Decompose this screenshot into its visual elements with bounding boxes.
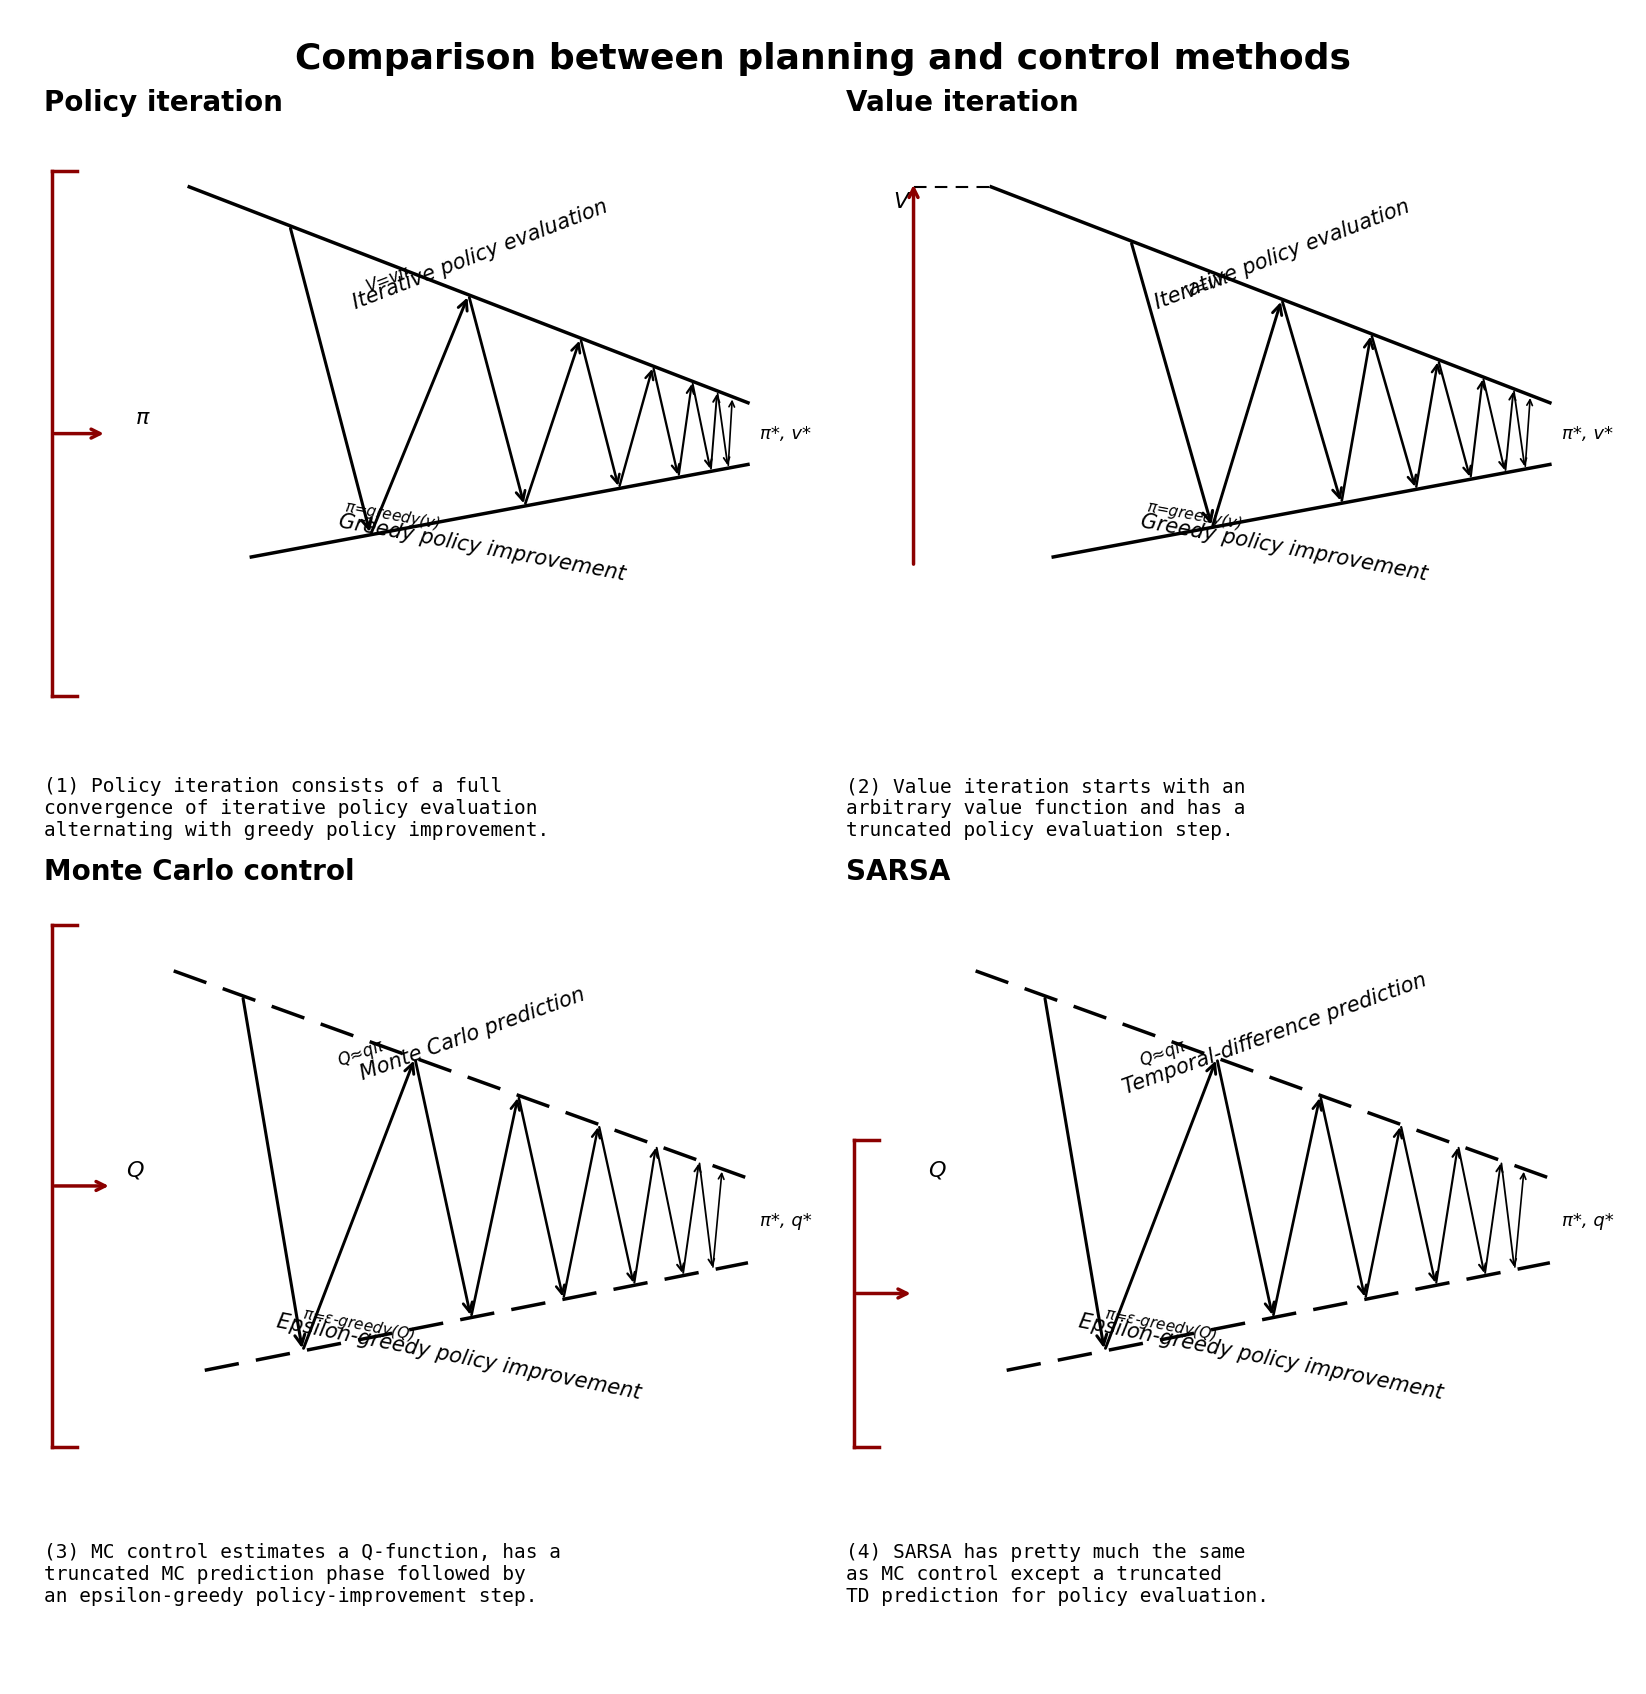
Text: Q: Q bbox=[127, 1160, 143, 1181]
Text: Temporal-difference prediction: Temporal-difference prediction bbox=[1121, 971, 1429, 1098]
Text: Epsilon-greedy policy improvement: Epsilon-greedy policy improvement bbox=[275, 1311, 642, 1403]
Text: Comparison between planning and control methods: Comparison between planning and control … bbox=[295, 42, 1351, 76]
Text: Q≈qπ: Q≈qπ bbox=[336, 1037, 385, 1071]
Text: Greedy policy improvement: Greedy policy improvement bbox=[1139, 512, 1429, 584]
Text: V=vπ: V=vπ bbox=[364, 263, 413, 295]
Text: Policy iteration: Policy iteration bbox=[44, 88, 283, 117]
Text: $\pi$=$\varepsilon$-greedy(Q): $\pi$=$\varepsilon$-greedy(Q) bbox=[1103, 1304, 1218, 1345]
Text: Value iteration: Value iteration bbox=[846, 88, 1078, 117]
Text: V: V bbox=[894, 191, 909, 212]
Text: Iterative policy evaluation: Iterative policy evaluation bbox=[351, 197, 611, 313]
Text: π*, q*: π*, q* bbox=[760, 1211, 811, 1230]
Text: (4) SARSA has pretty much the same
as MC control except a truncated
TD predictio: (4) SARSA has pretty much the same as MC… bbox=[846, 1543, 1269, 1606]
Text: Iterative policy evaluation: Iterative policy evaluation bbox=[1152, 197, 1412, 313]
Text: Epsilon-greedy policy improvement: Epsilon-greedy policy improvement bbox=[1076, 1311, 1445, 1403]
Text: (2) Value iteration starts with an
arbitrary value function and has a
truncated : (2) Value iteration starts with an arbit… bbox=[846, 778, 1246, 840]
Text: SARSA: SARSA bbox=[846, 857, 950, 886]
Text: V=vπ: V=vπ bbox=[1182, 269, 1231, 302]
Text: Q≈qπ: Q≈qπ bbox=[1137, 1037, 1188, 1071]
Text: $\pi$=greedy(v): $\pi$=greedy(v) bbox=[1144, 498, 1243, 534]
Text: Q: Q bbox=[928, 1160, 945, 1181]
Text: Monte Carlo control: Monte Carlo control bbox=[44, 857, 354, 886]
Text: π*, v*: π*, v* bbox=[760, 425, 811, 442]
Text: (1) Policy iteration consists of a full
convergence of iterative policy evaluati: (1) Policy iteration consists of a full … bbox=[44, 778, 550, 840]
Text: π*, v*: π*, v* bbox=[1562, 425, 1613, 442]
Text: Greedy policy improvement: Greedy policy improvement bbox=[337, 512, 627, 584]
Text: Monte Carlo prediction: Monte Carlo prediction bbox=[357, 984, 588, 1084]
Text: (3) MC control estimates a Q-function, has a
truncated MC prediction phase follo: (3) MC control estimates a Q-function, h… bbox=[44, 1543, 561, 1606]
Text: $\pi$=$\varepsilon$-greedy(Q): $\pi$=$\varepsilon$-greedy(Q) bbox=[301, 1304, 416, 1345]
Text: $\pi$: $\pi$ bbox=[135, 408, 150, 429]
Text: π*, q*: π*, q* bbox=[1562, 1211, 1613, 1230]
Text: $\pi$=greedy(v): $\pi$=greedy(v) bbox=[342, 498, 441, 534]
